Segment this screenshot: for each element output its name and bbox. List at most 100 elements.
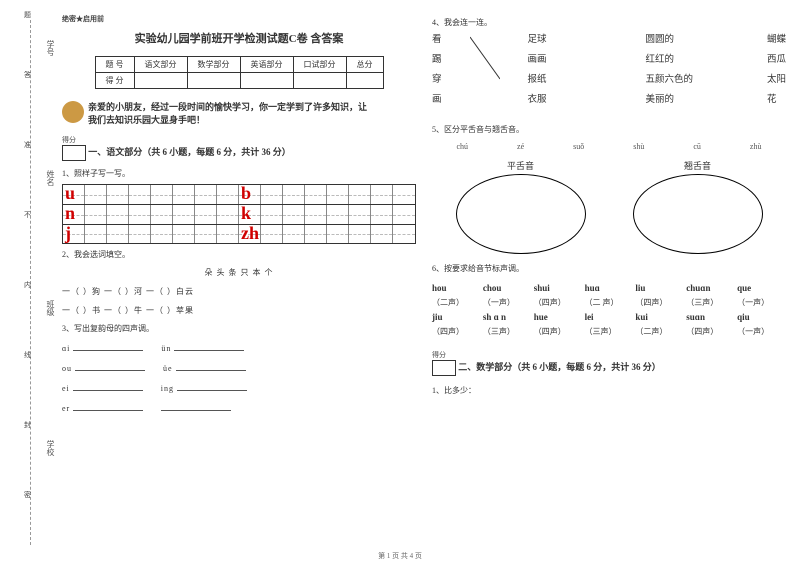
tone-py: suɑn [686,312,735,322]
match-item: 红红的 [645,51,693,65]
match-item: 蝴蝶 [767,31,786,45]
match-item: 美丽的 [645,91,693,105]
blank [161,401,231,411]
q3-label: ing [161,384,174,393]
margin-label-school: 学校 [45,440,56,456]
sec2-q1: 1、比多少： [432,385,786,396]
tone-py: jiu [432,312,481,322]
q3-label: ou [62,364,72,373]
blank [73,401,143,411]
match-item: 圆圆的 [645,31,693,45]
intro-line: 我们去知识乐园大显身手吧！ [88,115,205,125]
fold-mark: 答 [24,70,31,80]
match-line-icon [470,31,500,101]
score-entry: 得分 二、数学部分（共 6 小题，每题 6 分，共计 36 分） [432,349,786,376]
tone-py: kui [635,312,684,322]
tone-py: hue [534,312,583,322]
score-label: 得分 [62,136,76,144]
tone-py: lei [585,312,634,322]
tone-py: sh ɑ n [483,312,532,322]
oval-shape [456,174,586,254]
score-cell: 英语部分 [240,57,293,73]
oval-title: 平舌音 [456,159,586,172]
score-cell: 口试部分 [293,57,346,73]
q3-row: er [62,401,416,413]
margin-label-id: 学号 [45,40,56,56]
page-footer: 第 1 页 共 4 页 [0,551,800,561]
pinyin: zhù [750,142,762,151]
q5-title: 5、区分平舌音与翘舌音。 [432,124,786,135]
tone-tn: （二声） [432,297,481,308]
score-box [62,145,86,161]
oval-title: 翘舌音 [633,159,763,172]
margin-label-name: 姓名 [45,170,56,186]
pinyin: zé [517,142,524,151]
match-item: 西瓜 [767,51,786,65]
match-item: 穿 [432,71,442,85]
tone-tn: （四声） [686,326,735,337]
tone-py: qiu [737,312,786,322]
letter: u [65,183,75,204]
q2-row: 一（ ）书 一（ ）牛 一（ ）苹果 [62,305,416,316]
section2-heading: 二、数学部分（共 6 小题，每题 6 分，共计 36 分） [458,362,661,372]
blank [177,381,247,391]
match-item: 太阳 [767,71,786,85]
q6-grid: hou chou shui huɑ liu chuɑn que （二声） （一声… [432,283,786,337]
q3-label: ɑi [62,344,70,353]
score-cell [187,73,240,89]
q3-label: er [62,404,70,413]
blank [176,361,246,371]
tone-py: liu [635,283,684,293]
blank [73,381,143,391]
q4-body: 看 踢 穿 画 足球 画画 报纸 衣服 圆圆的 [432,31,786,113]
q2-words: 朵 头 条 只 本 个 [62,267,416,278]
q3-title: 3、写出复韵母的四声调。 [62,323,416,334]
fold-mark: 线 [24,350,31,360]
score-cell [346,73,383,89]
tone-tn: （四声） [635,297,684,308]
tone-tn: （三声） [585,326,634,337]
tone-tn: （四声） [534,297,583,308]
mascot-icon [62,101,84,123]
score-cell: 总分 [346,57,383,73]
page: 学号 姓名 班级 学校 题 答 准 不 内 线 封 密 绝密★启用前 实验幼儿园… [0,0,800,565]
score-label: 得分 [432,351,446,359]
tone-tn: （一声） [737,326,786,337]
exam-title: 实验幼儿园学前班开学检测试题C卷 含答案 [62,30,416,46]
pinyin-grid: u b n k j zh [62,184,416,244]
tone-tn: （二 声） [585,297,634,308]
intro-line: 亲爱的小朋友，经过一段时间的愉快学习，你一定学到了许多知识，让 [88,102,367,112]
fold-mark: 题 [24,10,31,20]
tone-py: hou [432,283,481,293]
tone-py: shui [534,283,583,293]
intro-text: 亲爱的小朋友，经过一段时间的愉快学习，你一定学到了许多知识，让 我们去知识乐园大… [62,101,416,126]
match-item: 踢 [432,51,442,65]
tone-py: que [737,283,786,293]
score-cell: 题 号 [95,57,134,73]
match-item: 足球 [528,31,547,45]
secret-label: 绝密★启用前 [62,14,416,24]
match-item: 衣服 [528,91,547,105]
blank [73,341,143,351]
tone-tn: （一声） [483,297,532,308]
pinyin: shù [633,142,644,151]
tone-tn: （四声） [432,326,481,337]
letter: k [241,203,251,224]
fold-mark: 密 [24,490,31,500]
score-cell: 语文部分 [134,57,187,73]
q3-row: ɑi ün [62,341,416,353]
q3-label: ün [161,344,171,353]
tone-py: huɑ [585,283,634,293]
q5-pinyin: chú zé suǒ shù cū zhù [432,142,786,151]
match-item: 看 [432,31,442,45]
tone-tn: （四声） [534,326,583,337]
score-table: 题 号 语文部分 数学部分 英语部分 口试部分 总分 得 分 [95,56,384,89]
match-item: 花 [767,91,786,105]
score-cell: 数学部分 [187,57,240,73]
q6-title: 6、按要求给音节标声调。 [432,263,786,274]
fold-mark: 内 [24,280,31,290]
letter: n [65,203,75,224]
fold-mark: 封 [24,420,31,430]
match-item: 报纸 [528,71,547,85]
tone-tn: （二声） [635,326,684,337]
